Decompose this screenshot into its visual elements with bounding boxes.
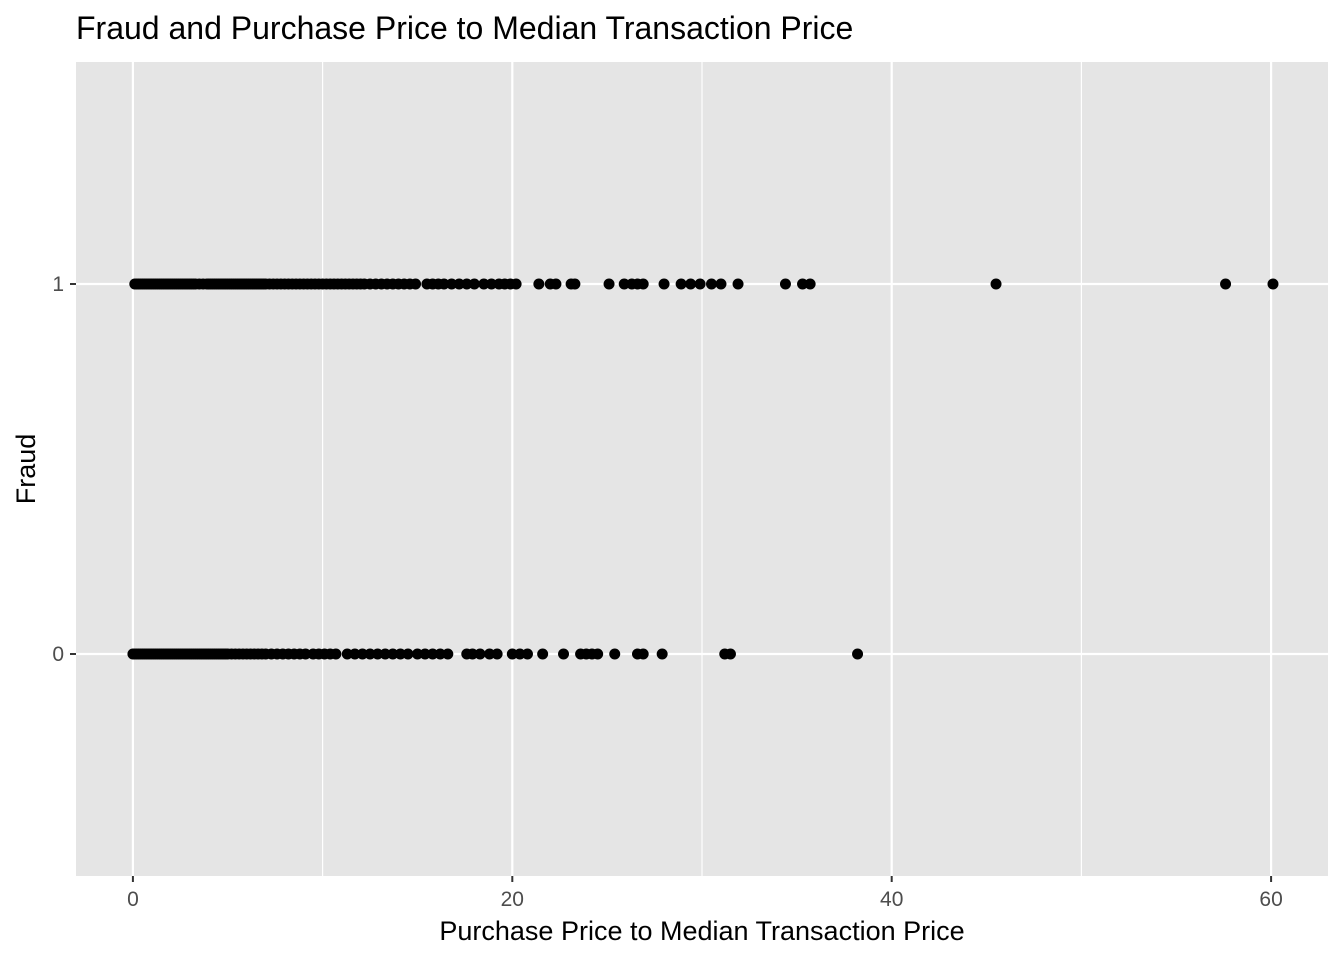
data-points [127,278,1279,660]
data-point [434,648,446,660]
data-point [474,648,486,660]
data-point [852,648,864,660]
data-point [484,648,496,660]
data-point [410,278,422,290]
data-point [724,648,736,660]
data-point [364,648,376,660]
data-point [694,278,706,290]
x-tick-label: 60 [1259,888,1282,911]
data-point [419,648,431,660]
data-point [779,278,791,290]
data-point [685,278,697,290]
data-point [558,648,570,660]
data-point [453,278,465,290]
y-tick-label: 1 [52,273,64,296]
data-point [637,648,649,660]
data-point [550,278,562,290]
data-point [438,278,450,290]
data-point [491,648,503,660]
data-point [797,278,809,290]
data-point [990,278,1002,290]
x-tick-label: 0 [127,888,139,911]
data-point [506,648,518,660]
data-point [1220,278,1232,290]
data-point [394,648,406,660]
data-point [300,648,312,660]
data-point [569,278,581,290]
data-point [514,648,526,660]
data-point [715,278,727,290]
x-axis: 0 20 40 60 [127,876,1283,911]
data-point [442,648,454,660]
data-point [446,278,458,290]
data-point [468,278,480,290]
y-tick-label: 0 [52,643,64,666]
data-point [675,278,687,290]
data-point [510,278,522,290]
data-point [341,648,353,660]
data-point [804,278,816,290]
y-axis-title: Fraud [11,434,41,505]
data-point [537,648,549,660]
data-point [427,648,439,660]
minor-gridlines [322,62,1082,876]
data-point [1267,278,1279,290]
data-point [603,278,615,290]
data-point [372,648,384,660]
chart-title: Fraud and Purchase Price to Median Trans… [76,10,853,46]
data-point [387,648,399,660]
data-point [658,278,670,290]
data-point [466,648,478,660]
x-axis-title: Purchase Price to Median Transaction Pri… [439,916,964,946]
data-point [521,648,533,660]
data-point [618,278,630,290]
data-point [402,648,414,660]
data-point [637,278,649,290]
y-axis: 01 [52,273,76,666]
data-point [485,278,497,290]
data-point [330,648,342,660]
data-point [461,278,473,290]
data-point [379,648,391,660]
data-point [656,648,668,660]
x-tick-label: 40 [880,888,903,911]
data-point [478,278,490,290]
data-point [705,278,717,290]
x-tick-label: 20 [501,888,524,911]
data-point [356,648,368,660]
data-point [411,648,423,660]
data-point [732,278,744,290]
data-point [349,648,361,660]
data-point [592,648,604,660]
data-point [609,648,621,660]
data-point [533,278,545,290]
